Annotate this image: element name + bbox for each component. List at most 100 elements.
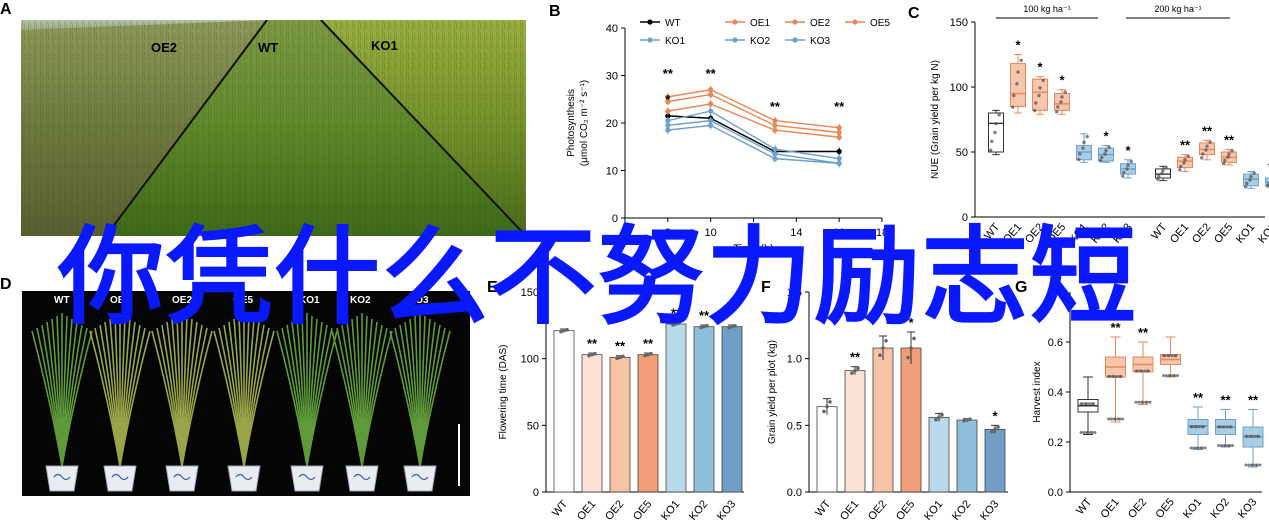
- data-point: [702, 324, 706, 329]
- plant-label-oe1: OE1: [110, 295, 130, 306]
- significance-mark: **: [1193, 390, 1204, 405]
- data-point: [836, 160, 842, 166]
- data-point: [996, 425, 1000, 429]
- data-point: [1041, 78, 1045, 83]
- data-point: [1178, 168, 1182, 172]
- significance-mark: **: [706, 66, 717, 81]
- data-point: [1173, 354, 1177, 358]
- data-point: [1179, 164, 1183, 169]
- data-point: [836, 134, 842, 140]
- bar-oe1: [844, 370, 866, 493]
- plant-stem: [181, 330, 213, 467]
- x-tick-label: KO1: [922, 498, 945, 523]
- data-point: [825, 404, 829, 409]
- data-point: [1171, 374, 1175, 378]
- x-tick-label: KO2: [687, 498, 710, 523]
- data-point: [671, 323, 675, 327]
- data-point: [881, 346, 885, 350]
- plant-stem: [361, 330, 393, 467]
- data-point: [1176, 374, 1179, 378]
- data-point: [1107, 417, 1110, 421]
- data-point: [1247, 463, 1251, 467]
- data-point: [836, 148, 842, 155]
- x-tick-label: OE5: [1153, 496, 1176, 521]
- y-axis-label: NUE (Grain yield per kg N): [930, 60, 941, 179]
- data-point: [643, 353, 647, 358]
- significance-mark: **: [1110, 320, 1121, 335]
- bar-ko2: [956, 419, 978, 493]
- legend-label-ko2: KO2: [750, 36, 770, 47]
- x-tick-label: KO2: [950, 498, 973, 523]
- significance-mark: **: [1220, 393, 1231, 408]
- data-point: [1104, 148, 1108, 153]
- pot: [103, 465, 137, 492]
- data-point: [1258, 463, 1262, 467]
- x-tick-label: 16: [833, 227, 845, 239]
- data-point: [559, 329, 563, 334]
- data-point: [1197, 425, 1201, 429]
- panel-label-c: C: [908, 5, 920, 22]
- data-point: [1254, 463, 1258, 467]
- x-tick-label: WT: [550, 498, 570, 519]
- x-tick-label: WT: [813, 498, 833, 519]
- data-point: [1249, 174, 1253, 179]
- data-point: [1252, 434, 1256, 438]
- photosynthesis-chart: 0 10 20 30 40 6 8 10 12 14 16 18 Time (h) Photosynthe…: [566, 18, 890, 255]
- bar-ko3: [721, 326, 743, 493]
- legend-marker: [647, 19, 653, 25]
- panel-label-b: B: [549, 3, 561, 20]
- y-tick-label: 100: [950, 82, 968, 94]
- data-point: [665, 113, 671, 119]
- data-point: [727, 325, 731, 330]
- data-point: [965, 418, 969, 422]
- data-point: [665, 99, 671, 105]
- data-point: [1156, 177, 1160, 181]
- y-tick-label: 0: [612, 213, 618, 225]
- y-tick-label: 0: [533, 487, 539, 499]
- data-point: [1167, 374, 1171, 378]
- data-point: [772, 118, 778, 124]
- x-tick-label: KO1: [1181, 496, 1204, 521]
- data-point: [665, 94, 671, 100]
- data-point: [1145, 369, 1149, 373]
- data-point: [1016, 70, 1020, 74]
- x-tick-label: OE5: [894, 498, 917, 523]
- significance-mark: *: [992, 408, 998, 423]
- x-tick-label: 12: [747, 227, 759, 239]
- data-point: [1162, 374, 1165, 378]
- data-point: [618, 355, 622, 360]
- significance-mark: **: [663, 66, 674, 81]
- x-tick-label: OE5: [631, 498, 654, 523]
- x-tick-label: 10: [705, 227, 717, 239]
- series-line-oe5: [667, 103, 840, 138]
- significance-mark: *: [1037, 60, 1043, 75]
- panel-label-a: A: [0, 1, 12, 18]
- data-point: [1112, 417, 1116, 421]
- data-point: [677, 321, 681, 325]
- y-tick-label: 0.2: [1048, 437, 1063, 449]
- significance-mark: **: [1268, 160, 1269, 175]
- data-point: [993, 427, 997, 432]
- bar-ko3: [984, 428, 1006, 493]
- y-axis-label: Photosynthesis (μmol CO₂ m⁻² s⁻¹): [566, 80, 590, 166]
- series-line-ko3: [667, 110, 840, 160]
- x-tick-label: KO3: [1236, 496, 1259, 521]
- legend-marker: [647, 37, 653, 43]
- data-point: [1079, 430, 1083, 434]
- bar-ko1: [665, 323, 687, 493]
- data-point: [649, 351, 653, 356]
- data-point: [1138, 369, 1142, 373]
- data-point: [1077, 157, 1081, 162]
- data-point: [989, 148, 993, 152]
- field-label-oe2: OE2: [151, 40, 177, 55]
- data-point: [1019, 58, 1023, 63]
- y-tick-label: 0.5: [787, 420, 802, 432]
- x-tick-label: OE1: [1098, 496, 1121, 521]
- data-point: [708, 108, 714, 114]
- data-point: [836, 156, 842, 162]
- data-point: [836, 129, 842, 136]
- significance-mark: *: [665, 92, 671, 107]
- y-tick-label: 150: [521, 287, 539, 299]
- pot-pattern: [53, 473, 71, 481]
- significance-mark: *: [1015, 38, 1021, 53]
